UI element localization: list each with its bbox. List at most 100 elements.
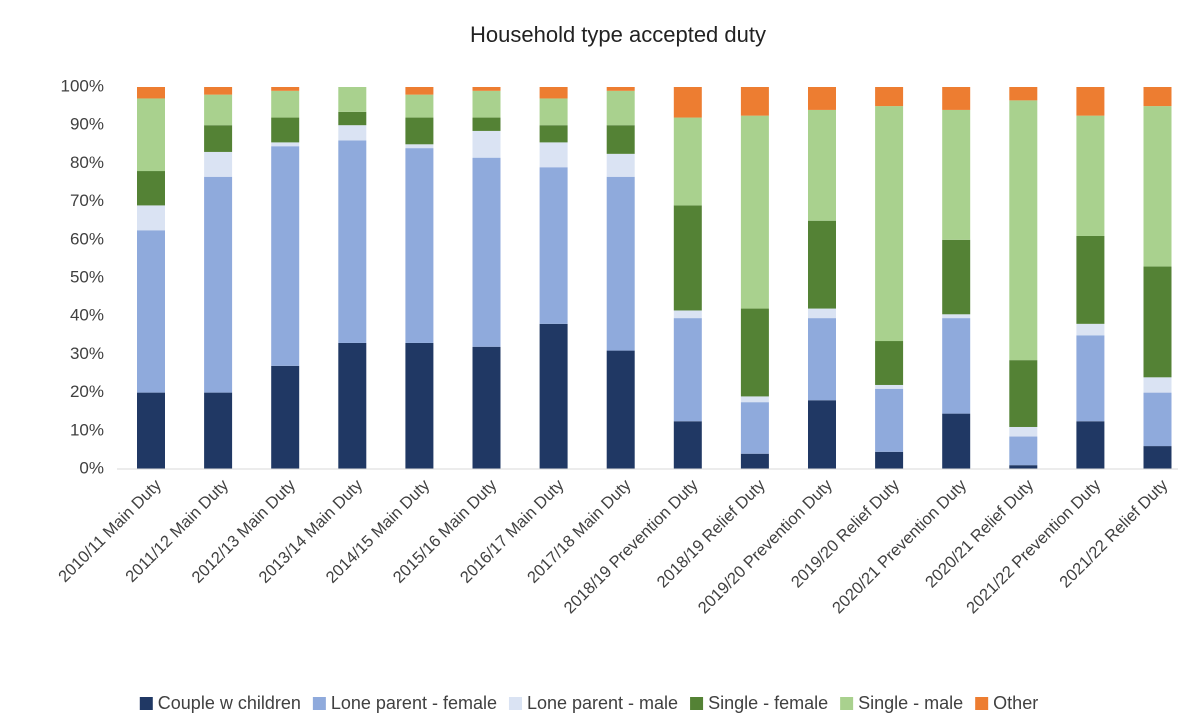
bar-segment: [405, 144, 434, 149]
bar-segment: [808, 400, 836, 469]
bar-segment: [942, 109, 971, 240]
bar-segment: [271, 90, 300, 118]
bar-segment: [740, 402, 769, 454]
bar-segment: [673, 205, 702, 311]
bar-segment: [1009, 360, 1038, 427]
bar-segment: [338, 87, 367, 112]
y-tick-label: 30%: [70, 344, 104, 363]
bar-segment: [606, 90, 635, 126]
bar-segment: [539, 87, 568, 99]
y-tick-label: 70%: [70, 191, 104, 210]
bar-segment: [942, 87, 971, 110]
bar-segment: [204, 151, 233, 177]
bar-segment: [137, 171, 165, 206]
bar-segment: [137, 392, 165, 469]
bar-segment: [405, 87, 434, 95]
bar-segment: [472, 157, 501, 347]
bar-segment: [271, 146, 300, 366]
bar-segment: [808, 87, 836, 110]
bar-segment: [875, 388, 904, 452]
bar-segment: [875, 87, 904, 107]
bar-segment: [606, 87, 635, 91]
bar-segment: [1076, 115, 1105, 236]
bar-segment: [606, 125, 635, 154]
bar-segment: [942, 314, 971, 319]
bar-segment: [1143, 106, 1172, 267]
bar-segment: [539, 167, 568, 324]
bar-segment: [472, 117, 501, 131]
y-tick-label: 90%: [70, 115, 104, 134]
y-tick-label: 100%: [61, 76, 104, 95]
legend-label: Single - female: [708, 693, 828, 713]
bar-segment: [808, 318, 836, 401]
x-tick-label: 2020/21 Prevention Duty: [829, 476, 971, 618]
y-tick-label: 40%: [70, 306, 104, 325]
bar-segment: [204, 176, 233, 393]
bar-segment: [137, 230, 165, 393]
legend-swatch: [508, 697, 522, 710]
bar-segment: [405, 148, 434, 343]
bar-segment: [405, 94, 434, 118]
bar-segment: [1076, 87, 1105, 116]
bar-segment: [472, 130, 501, 158]
bar-segment: [942, 318, 971, 414]
bar-segment: [673, 87, 702, 118]
bar-segment: [1009, 465, 1038, 469]
bar-segment: [1143, 392, 1172, 447]
y-tick-label: 20%: [70, 382, 104, 401]
bar-segment: [1143, 446, 1172, 469]
bar-segment: [539, 323, 568, 469]
bar-segment: [606, 153, 635, 177]
legend-swatch: [139, 697, 153, 710]
bar-segment: [405, 117, 434, 145]
bar-segment: [740, 453, 769, 469]
bar-segment: [204, 392, 233, 469]
y-tick-label: 0%: [79, 458, 104, 477]
bar-segment: [1143, 87, 1172, 107]
legend-label: Other: [993, 693, 1038, 713]
bar-segment: [1009, 426, 1038, 437]
bar-segment: [740, 396, 769, 403]
bar-segment: [1076, 421, 1105, 469]
x-tick-label: 2021/22 Prevention Duty: [963, 476, 1105, 618]
bar-segment: [137, 98, 165, 172]
bar-segment: [539, 142, 568, 168]
bar-segment: [271, 117, 300, 143]
bar-segment: [1143, 377, 1172, 393]
bar-segment: [740, 115, 769, 309]
bar-segment: [539, 98, 568, 126]
bar-segment: [539, 125, 568, 143]
bar-segment: [1009, 436, 1038, 466]
y-tick-label: 50%: [70, 267, 104, 286]
bar-segment: [1143, 266, 1172, 378]
bar-segment: [875, 384, 904, 389]
bar-segment: [875, 451, 904, 469]
legend-swatch: [690, 697, 704, 710]
bar-segment: [606, 176, 635, 351]
bar-segment: [1076, 235, 1105, 324]
bar-segment: [1009, 100, 1038, 361]
bar-segment: [338, 111, 367, 126]
bar-segment: [204, 87, 233, 95]
bar-segment: [472, 90, 501, 118]
bar-segment: [137, 205, 165, 231]
bar-segment: [942, 239, 971, 315]
bar-segment: [271, 87, 300, 91]
bar-segment: [740, 87, 769, 116]
bar-segment: [1009, 87, 1038, 101]
bar-segment: [338, 140, 367, 343]
legend: Couple w children Lone parent - female Lon…: [139, 693, 1038, 713]
bar-segment: [271, 365, 300, 469]
bar-segment: [204, 125, 233, 152]
legend-label: Lone parent - female: [331, 693, 497, 713]
legend-swatch: [975, 697, 989, 710]
bar-segment: [808, 109, 836, 221]
bar-segment: [808, 308, 836, 319]
bar-segment: [606, 350, 635, 469]
bar-segment: [673, 117, 702, 206]
bar-segment: [673, 421, 702, 469]
bar-segment: [137, 87, 165, 99]
bar-segment: [204, 94, 233, 126]
bar-segment: [472, 346, 501, 469]
